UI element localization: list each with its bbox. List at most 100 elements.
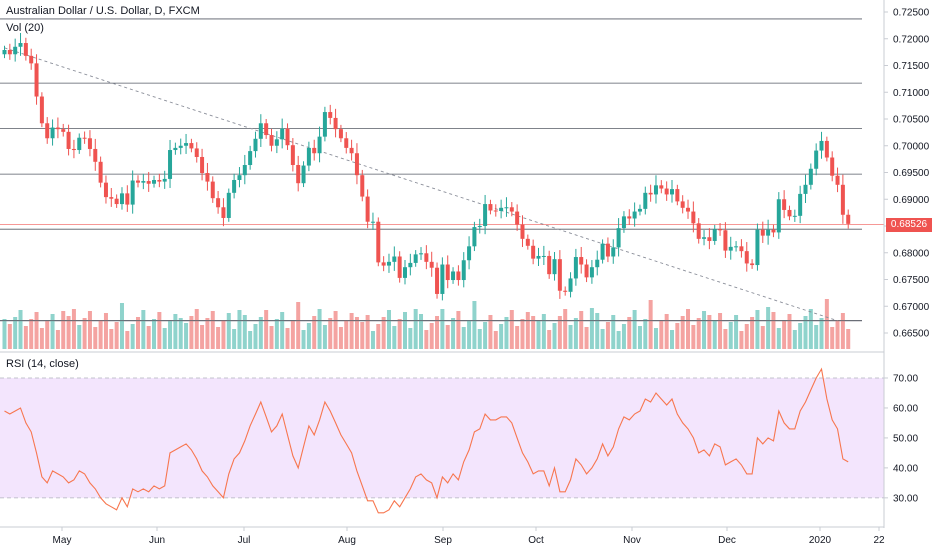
candle-body [728,246,733,251]
candle-body [467,246,472,261]
volume-bar [349,313,354,349]
candle-body [675,189,680,202]
volume-bar [45,321,50,349]
candle-body [205,173,210,182]
volume-bar [370,331,375,349]
candle-body [589,267,594,278]
volume-bar [461,327,466,349]
rsi-indicator-label: RSI (14, close) [6,358,79,370]
volume-bar [392,326,397,349]
candle-body [488,204,493,211]
volume-bar [50,314,55,349]
volume-bar [333,311,338,349]
candle-body [744,251,749,264]
volume-bar [408,328,413,349]
candle-body [755,229,760,266]
volume-bar [792,330,797,349]
volume-bar [840,313,845,349]
rsi-tick-label: 50.00 [893,433,918,444]
candle-body [376,221,381,263]
candle-body [189,143,194,149]
volume-bar [547,330,552,349]
candle-body [477,226,482,228]
candle-body [691,211,696,224]
volume-bar [365,315,370,349]
volume-bar [157,312,162,349]
candle-body [114,198,119,205]
candle-body [7,49,12,55]
candle-body [451,271,456,281]
volume-bar [232,329,237,349]
volume-bar [664,314,669,349]
price-tick-label: 0.72000 [893,34,930,45]
volume-bar [771,312,776,349]
time-tick-label: Dec [718,535,736,546]
rsi-tick-label: 70.00 [893,374,918,385]
candle-body [445,264,450,281]
candle-body [819,140,824,151]
volume-bar [568,325,573,349]
price-tick-label: 0.67500 [893,275,930,286]
candle-body [103,182,108,198]
candle-body [664,188,669,195]
volume-bar [328,318,333,349]
volume-bar [200,325,205,349]
volume-bar [451,318,456,349]
volume-bar [680,316,685,349]
volume-bar [445,325,450,349]
candle-body [734,246,739,248]
candle-body [515,211,520,225]
candle-body [381,262,386,266]
volume-bar [210,311,215,349]
volume-bar [429,323,434,349]
volume-bar [103,313,108,349]
volume-bar [264,310,269,349]
time-tick-label: Aug [338,535,356,546]
candle-body [611,247,616,257]
volume-bar [109,329,114,349]
candle-body [552,259,557,275]
candle-body [18,43,23,47]
volume-bar [168,321,173,349]
candle-body [146,181,151,184]
volume-bar [846,329,851,349]
volume-bar [776,328,781,349]
candle-body [232,179,237,193]
volume-bar [440,309,445,349]
candle-body [285,128,290,146]
candle-body [200,156,205,174]
candle-body [98,161,103,183]
candle-body [77,137,82,151]
candle-body [280,128,285,140]
candle-body [392,256,397,262]
candle-body [66,131,71,149]
volume-bar [472,301,477,349]
volume-bar [589,308,594,349]
candle-body [87,138,92,149]
volume-bar [509,310,514,349]
volume-bar [750,317,755,349]
candle-body [306,147,311,166]
candle-body [435,267,440,294]
candle-body [258,123,263,139]
candle-body [750,263,755,266]
rsi-tick-label: 30.00 [893,493,918,504]
volume-bar [744,324,749,349]
volume-bar [13,317,18,349]
volume-bar [595,313,600,349]
candle-body [152,179,157,184]
candle-body [253,138,258,152]
volume-bar [258,317,263,349]
candle-body [210,181,215,199]
volume-bar [7,324,12,349]
price-tick-label: 0.69500 [893,168,930,179]
volume-bar [573,318,578,349]
candle-body [29,55,34,64]
volume-bar [782,321,787,349]
volume-bar [66,316,71,349]
candle-body [178,145,183,148]
volume-bar [766,307,771,349]
candle-body [760,229,765,236]
time-tick-label: 22 [873,535,885,546]
